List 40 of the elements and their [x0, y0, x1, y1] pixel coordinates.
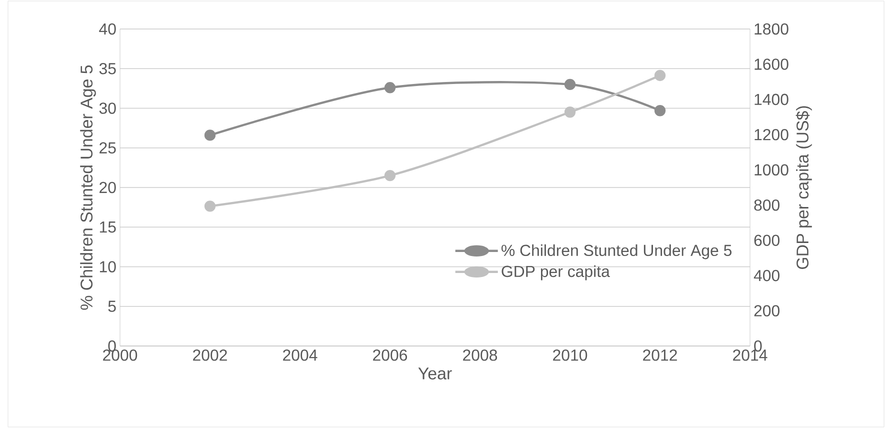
x-axis-title: Year: [418, 368, 452, 380]
point: [384, 82, 396, 94]
legend-label: GDP per capita: [502, 265, 610, 280]
y-tick-label: 35: [99, 62, 116, 74]
y-tick-label: 15: [100, 222, 116, 233]
x-tick-label: 2014: [733, 350, 768, 361]
y2-tick-label: 1600: [754, 58, 788, 70]
x-tick-label: 2002: [193, 350, 227, 361]
y-tick-label: 30: [99, 102, 116, 114]
y2-tick-label: 1800: [754, 23, 788, 35]
x-tick-label: 2004: [283, 350, 318, 361]
x-tick-label: 2010: [553, 350, 588, 361]
y2-tick-label: 400: [754, 270, 780, 282]
y-axis-title: % Children Stunted Under Age 5: [80, 65, 96, 310]
y-tick-label: 25: [100, 142, 116, 154]
x-tick-label: 2012: [643, 350, 677, 361]
x-tick-label: 2006: [373, 350, 408, 361]
x-tick-label: 2000: [103, 350, 138, 361]
y-tick-label: 0: [108, 340, 116, 352]
point: [654, 70, 666, 82]
point: [204, 200, 216, 212]
point: [384, 170, 396, 182]
y2-tick-label: 200: [754, 305, 780, 316]
legend-label: % Children Stunted Under Age 5: [502, 244, 732, 260]
y2-tick-label: 600: [754, 234, 780, 246]
y-tick-label: 20: [100, 182, 116, 194]
point: [204, 130, 216, 141]
y2-tick-label: 800: [754, 199, 780, 211]
y-tick-label: 5: [108, 300, 116, 312]
point: [654, 105, 666, 116]
y2-axis-title: GDP per capita (US$): [796, 106, 812, 269]
y2-tick-label: 1000: [754, 164, 788, 176]
y-tick-label: 40: [99, 23, 116, 35]
point: [564, 78, 576, 90]
x-tick-label: 2008: [463, 350, 498, 361]
y2-tick-label: 1400: [754, 94, 788, 106]
y2-tick-label: 1200: [754, 129, 788, 140]
point: [564, 106, 576, 118]
y2-tick-label: 0: [754, 340, 762, 352]
y-tick-label: 10: [100, 261, 116, 272]
